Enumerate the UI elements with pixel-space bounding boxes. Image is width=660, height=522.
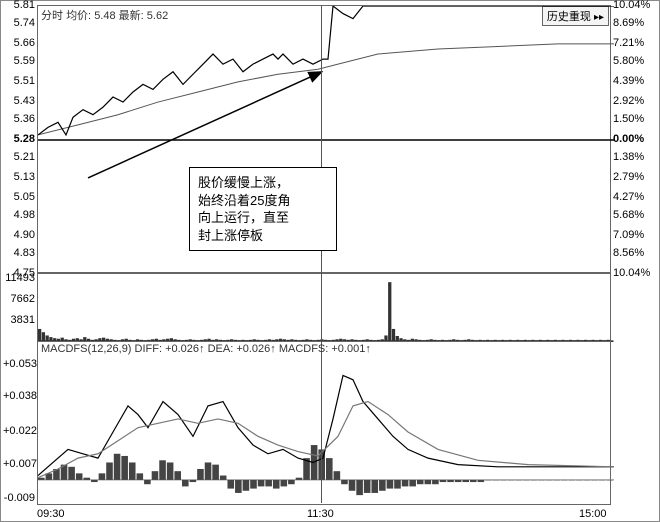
axis-label: 4.90 bbox=[3, 230, 35, 241]
session-divider bbox=[321, 5, 322, 503]
axis-label: 3831 bbox=[3, 315, 35, 326]
axis-label: 11493 bbox=[3, 273, 35, 284]
axis-label: 1.38% bbox=[613, 152, 657, 163]
axis-label: -0.009 bbox=[3, 493, 35, 504]
axis-label: 5.43 bbox=[3, 96, 35, 107]
axis-label: 10.04% bbox=[613, 268, 657, 279]
axis-label: 10.04% bbox=[613, 0, 657, 11]
annotation-box: 股价缓慢上涨，始终沿着25度角向上运行，直至封上涨停板 bbox=[189, 167, 337, 251]
axis-label: 5.13 bbox=[3, 172, 35, 183]
axis-label: +0.007 bbox=[3, 459, 35, 470]
axis-label: 5.21 bbox=[3, 152, 35, 163]
axis-label: 7.21% bbox=[613, 38, 657, 49]
axis-label: 2.79% bbox=[613, 172, 657, 183]
axis-label: 8.69% bbox=[613, 18, 657, 29]
xaxis-label: 09:30 bbox=[37, 508, 65, 520]
axis-label: +0.053 bbox=[3, 359, 35, 370]
axis-label: 5.05 bbox=[3, 192, 35, 203]
axis-label: +0.022 bbox=[3, 426, 35, 437]
xaxis-label: 11:30 bbox=[307, 508, 334, 520]
axis-label: 1.50% bbox=[613, 114, 657, 125]
macd-panel bbox=[37, 341, 611, 505]
axis-label: 7662 bbox=[3, 294, 35, 305]
axis-label: 4.27% bbox=[613, 192, 657, 203]
macd-header: MACDFS(12,26,9) DIFF: +0.026↑ DEA: +0.02… bbox=[41, 343, 371, 355]
axis-label: 5.74 bbox=[3, 18, 35, 29]
axis-label: 4.98 bbox=[3, 210, 35, 221]
axis-label: 5.66 bbox=[3, 38, 35, 49]
axis-label: 5.36 bbox=[3, 114, 35, 125]
axis-label: 5.68% bbox=[613, 210, 657, 221]
axis-label: 5.28 bbox=[3, 134, 35, 145]
axis-label: 5.51 bbox=[3, 76, 35, 87]
axis-label: 5.81 bbox=[3, 0, 35, 11]
axis-label: 8.56% bbox=[613, 248, 657, 259]
axis-label: 4.83 bbox=[3, 248, 35, 259]
axis-label: +0.038 bbox=[3, 391, 35, 402]
axis-label: 5.59 bbox=[3, 56, 35, 67]
axis-label: 5.80% bbox=[613, 56, 657, 67]
axis-label: 2.92% bbox=[613, 96, 657, 107]
axis-label: 4.39% bbox=[613, 76, 657, 87]
axis-label: 7.09% bbox=[613, 230, 657, 241]
volume-panel bbox=[37, 273, 611, 341]
xaxis-label: 15:00 bbox=[579, 508, 607, 520]
axis-label: 0.00% bbox=[613, 134, 657, 145]
